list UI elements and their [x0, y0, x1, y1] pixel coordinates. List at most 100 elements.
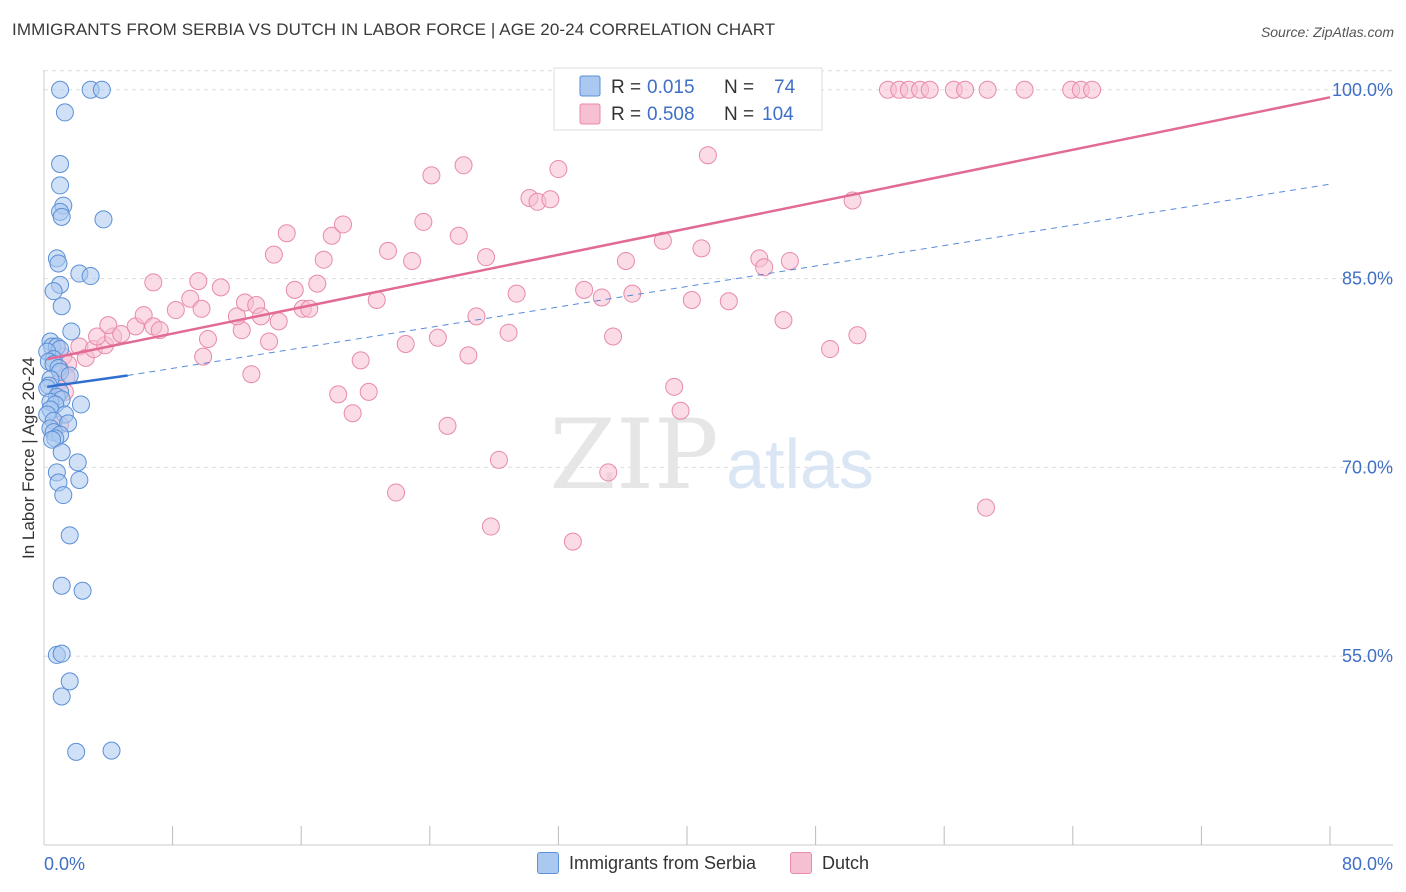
serbia-point: [81, 267, 100, 286]
dutch-point: [920, 80, 939, 99]
dutch-point: [549, 160, 568, 179]
dutch-point: [99, 316, 118, 335]
x-tick-labels: 0.0% 80.0%: [44, 854, 1393, 874]
dutch-r-label: R =: [611, 104, 641, 125]
dutch-point: [333, 215, 352, 234]
grid-lines: [44, 70, 1393, 657]
dutch-point: [623, 284, 642, 303]
serbia-n-value: 74: [774, 77, 796, 98]
y-tick-label: 100.0%: [1332, 80, 1393, 100]
serbia-point: [68, 453, 87, 472]
y-axis-label: In Labor Force | Age 20-24: [19, 357, 38, 559]
dutch-point: [821, 340, 840, 359]
dutch-point: [192, 299, 211, 318]
dutch-point: [422, 166, 441, 185]
dutch-point: [166, 301, 185, 320]
x-tick-label: 0.0%: [44, 854, 85, 874]
dutch-point: [665, 377, 684, 396]
serbia-point: [43, 430, 62, 449]
serbia-trend-extension: [127, 183, 1331, 376]
dutch-point: [343, 404, 362, 423]
dutch-point: [144, 273, 163, 292]
dutch-point: [379, 241, 398, 260]
watermark-zip: ZIP: [549, 399, 718, 511]
serbia-point: [62, 322, 81, 341]
dutch-n-label: N =: [724, 104, 754, 125]
serbia-point: [60, 672, 79, 691]
dutch-point: [692, 239, 711, 258]
dutch-point: [211, 278, 230, 297]
dutch-point: [194, 347, 213, 366]
dutch-point: [403, 251, 422, 270]
dutch-point: [449, 226, 468, 245]
y-tick-label: 70.0%: [1342, 457, 1393, 477]
series-legend: Immigrants from Serbia Dutch: [0, 852, 1406, 874]
x-tick-label: 80.0%: [1342, 854, 1393, 874]
dutch-point: [396, 335, 415, 354]
dutch-point: [563, 532, 582, 551]
serbia-point: [52, 576, 71, 595]
dutch-point: [314, 250, 333, 269]
serbia-point: [52, 644, 71, 663]
dutch-point: [277, 224, 296, 243]
dutch-point: [322, 226, 341, 245]
watermark: ZIP atlas: [549, 399, 874, 511]
dutch-point: [976, 498, 995, 517]
stats-legend: R = 0.015 N = 74 R = 0.508 N = 104: [553, 67, 823, 131]
dutch-point: [438, 416, 457, 435]
serbia-points: [38, 80, 121, 761]
dutch-point: [599, 463, 618, 482]
serbia-point: [51, 155, 70, 174]
serbia-point: [51, 176, 70, 195]
serbia-point: [70, 470, 89, 489]
serbia-point: [52, 207, 71, 226]
dutch-point: [698, 146, 717, 165]
dutch-point: [269, 312, 288, 331]
serbia-point: [94, 210, 113, 229]
dutch-point: [242, 365, 261, 384]
dutch-point: [780, 251, 799, 270]
serbia-point: [54, 486, 73, 505]
serbia-point: [60, 366, 79, 385]
serbia-legend-label: Immigrants from Serbia: [568, 852, 757, 873]
y-tick-labels: 55.0% 70.0% 85.0% 100.0%: [1332, 80, 1393, 666]
serbia-r-label: R =: [611, 77, 641, 98]
serbia-point: [73, 581, 92, 600]
serbia-n-label: N =: [724, 77, 754, 98]
dutch-r-value: 0.508: [647, 104, 695, 125]
dutch-point: [1083, 80, 1102, 99]
dutch-point: [671, 401, 690, 420]
serbia-point: [55, 103, 74, 122]
dutch-point: [1015, 80, 1034, 99]
dutch-point: [616, 251, 635, 270]
serbia-trend-line: [47, 374, 128, 389]
serbia-r-value: 0.015: [647, 77, 695, 98]
serbia-legend-swatch: [536, 852, 559, 874]
dutch-point: [507, 284, 526, 303]
serbia-point: [52, 443, 71, 462]
dutch-point: [264, 245, 283, 264]
serbia-point: [49, 254, 68, 273]
y-tick-label: 85.0%: [1342, 269, 1393, 289]
dutch-point: [575, 280, 594, 299]
dutch-point: [359, 382, 378, 401]
dutch-point: [541, 190, 560, 209]
dutch-point: [467, 307, 486, 326]
dutch-point: [459, 346, 478, 365]
dutch-n-value: 104: [762, 104, 794, 125]
dutch-point: [189, 272, 208, 291]
dutch-point: [308, 274, 327, 293]
dutch-point: [112, 324, 131, 343]
dutch-point: [454, 156, 473, 175]
dutch-legend-label: Dutch: [822, 852, 870, 873]
dutch-point: [300, 299, 319, 318]
dutch-point: [848, 326, 867, 345]
dutch-point: [956, 80, 975, 99]
dutch-point: [774, 311, 793, 330]
dutch-point: [592, 288, 611, 307]
dutch-point: [477, 248, 496, 267]
dutch-stats-swatch: [579, 103, 601, 125]
dutch-legend-swatch: [790, 852, 813, 874]
dutch-point: [499, 323, 518, 342]
legend-item-dutch: Dutch: [790, 852, 869, 874]
